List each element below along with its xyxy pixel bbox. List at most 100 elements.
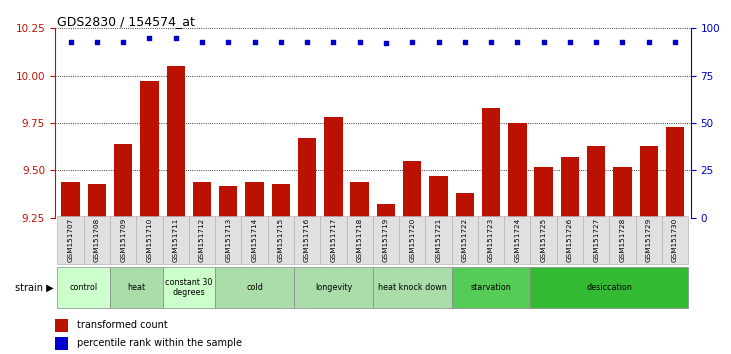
Bar <box>455 193 474 218</box>
Point <box>669 39 681 44</box>
Point <box>643 39 654 44</box>
Text: GSM151713: GSM151713 <box>225 218 231 262</box>
Point <box>91 39 103 44</box>
Bar <box>193 182 211 218</box>
Point <box>591 39 602 44</box>
Bar <box>403 161 422 218</box>
Point <box>222 39 234 44</box>
Text: GSM151707: GSM151707 <box>67 218 74 262</box>
Point <box>380 41 392 46</box>
Bar <box>399 216 425 264</box>
Bar <box>376 205 395 218</box>
Bar <box>373 267 452 308</box>
Bar <box>268 216 294 264</box>
Bar <box>636 216 662 264</box>
Text: GSM151726: GSM151726 <box>567 218 573 262</box>
Point <box>617 39 629 44</box>
Text: GDS2830 / 154574_at: GDS2830 / 154574_at <box>58 15 195 28</box>
Text: GSM151725: GSM151725 <box>541 218 547 262</box>
Text: GSM151711: GSM151711 <box>173 218 178 262</box>
Bar <box>215 216 241 264</box>
Text: control: control <box>69 283 98 292</box>
Text: constant 30
degrees: constant 30 degrees <box>165 278 213 297</box>
Text: strain ▶: strain ▶ <box>15 282 53 293</box>
Text: GSM151719: GSM151719 <box>383 218 389 262</box>
Bar <box>346 216 373 264</box>
Bar <box>425 216 452 264</box>
Point <box>249 39 260 44</box>
Point <box>143 35 155 41</box>
Bar <box>294 216 320 264</box>
Text: GSM151709: GSM151709 <box>120 218 126 262</box>
Point <box>301 39 313 44</box>
Text: GSM151721: GSM151721 <box>436 218 442 262</box>
Bar <box>373 216 399 264</box>
Bar <box>557 216 583 264</box>
Point <box>354 39 366 44</box>
Bar <box>114 144 132 218</box>
Text: GSM151714: GSM151714 <box>251 218 257 262</box>
Text: GSM151722: GSM151722 <box>462 218 468 262</box>
Text: GSM151727: GSM151727 <box>593 218 599 262</box>
Bar <box>666 127 684 218</box>
Text: GSM151710: GSM151710 <box>146 218 153 262</box>
Bar <box>508 123 526 218</box>
Bar <box>246 182 264 218</box>
Text: GSM151729: GSM151729 <box>645 218 652 262</box>
Bar <box>136 216 162 264</box>
Point <box>117 39 129 44</box>
Bar <box>452 267 531 308</box>
Bar <box>531 216 557 264</box>
Bar <box>482 108 500 218</box>
Bar <box>88 184 106 218</box>
Bar <box>478 216 504 264</box>
Text: GSM151716: GSM151716 <box>304 218 310 262</box>
Point <box>459 39 471 44</box>
Bar <box>55 337 67 350</box>
Text: GSM151730: GSM151730 <box>672 218 678 262</box>
Bar <box>613 167 632 218</box>
Bar <box>84 216 110 264</box>
Bar <box>662 216 688 264</box>
Text: GSM151724: GSM151724 <box>515 218 520 262</box>
Bar <box>58 267 110 308</box>
Point <box>538 39 550 44</box>
Text: cold: cold <box>246 283 263 292</box>
Point <box>327 39 339 44</box>
Text: GSM151720: GSM151720 <box>409 218 415 262</box>
Bar <box>350 182 369 218</box>
Text: GSM151715: GSM151715 <box>278 218 284 262</box>
Bar <box>61 182 80 218</box>
Text: starvation: starvation <box>471 283 512 292</box>
Bar <box>429 176 447 218</box>
Bar <box>561 157 579 218</box>
Text: percentile rank within the sample: percentile rank within the sample <box>77 338 242 348</box>
Text: heat: heat <box>127 283 145 292</box>
Bar <box>215 267 294 308</box>
Bar <box>58 216 84 264</box>
Bar <box>162 267 215 308</box>
Bar <box>189 216 215 264</box>
Bar <box>583 216 610 264</box>
Bar <box>294 267 373 308</box>
Text: heat knock down: heat knock down <box>378 283 447 292</box>
Point <box>433 39 444 44</box>
Bar <box>324 117 343 218</box>
Bar <box>531 267 688 308</box>
Bar <box>167 66 185 218</box>
Bar <box>587 146 605 218</box>
Bar <box>452 216 478 264</box>
Text: desiccation: desiccation <box>586 283 632 292</box>
Text: GSM151717: GSM151717 <box>330 218 336 262</box>
Bar <box>272 184 290 218</box>
Bar <box>110 267 162 308</box>
Text: GSM151728: GSM151728 <box>619 218 626 262</box>
Bar <box>241 216 268 264</box>
Bar <box>55 319 67 332</box>
Point <box>196 39 208 44</box>
Bar <box>140 81 159 218</box>
Bar <box>504 216 531 264</box>
Text: GSM151718: GSM151718 <box>357 218 363 262</box>
Text: 100%: 100% <box>730 23 731 33</box>
Bar <box>640 146 658 218</box>
